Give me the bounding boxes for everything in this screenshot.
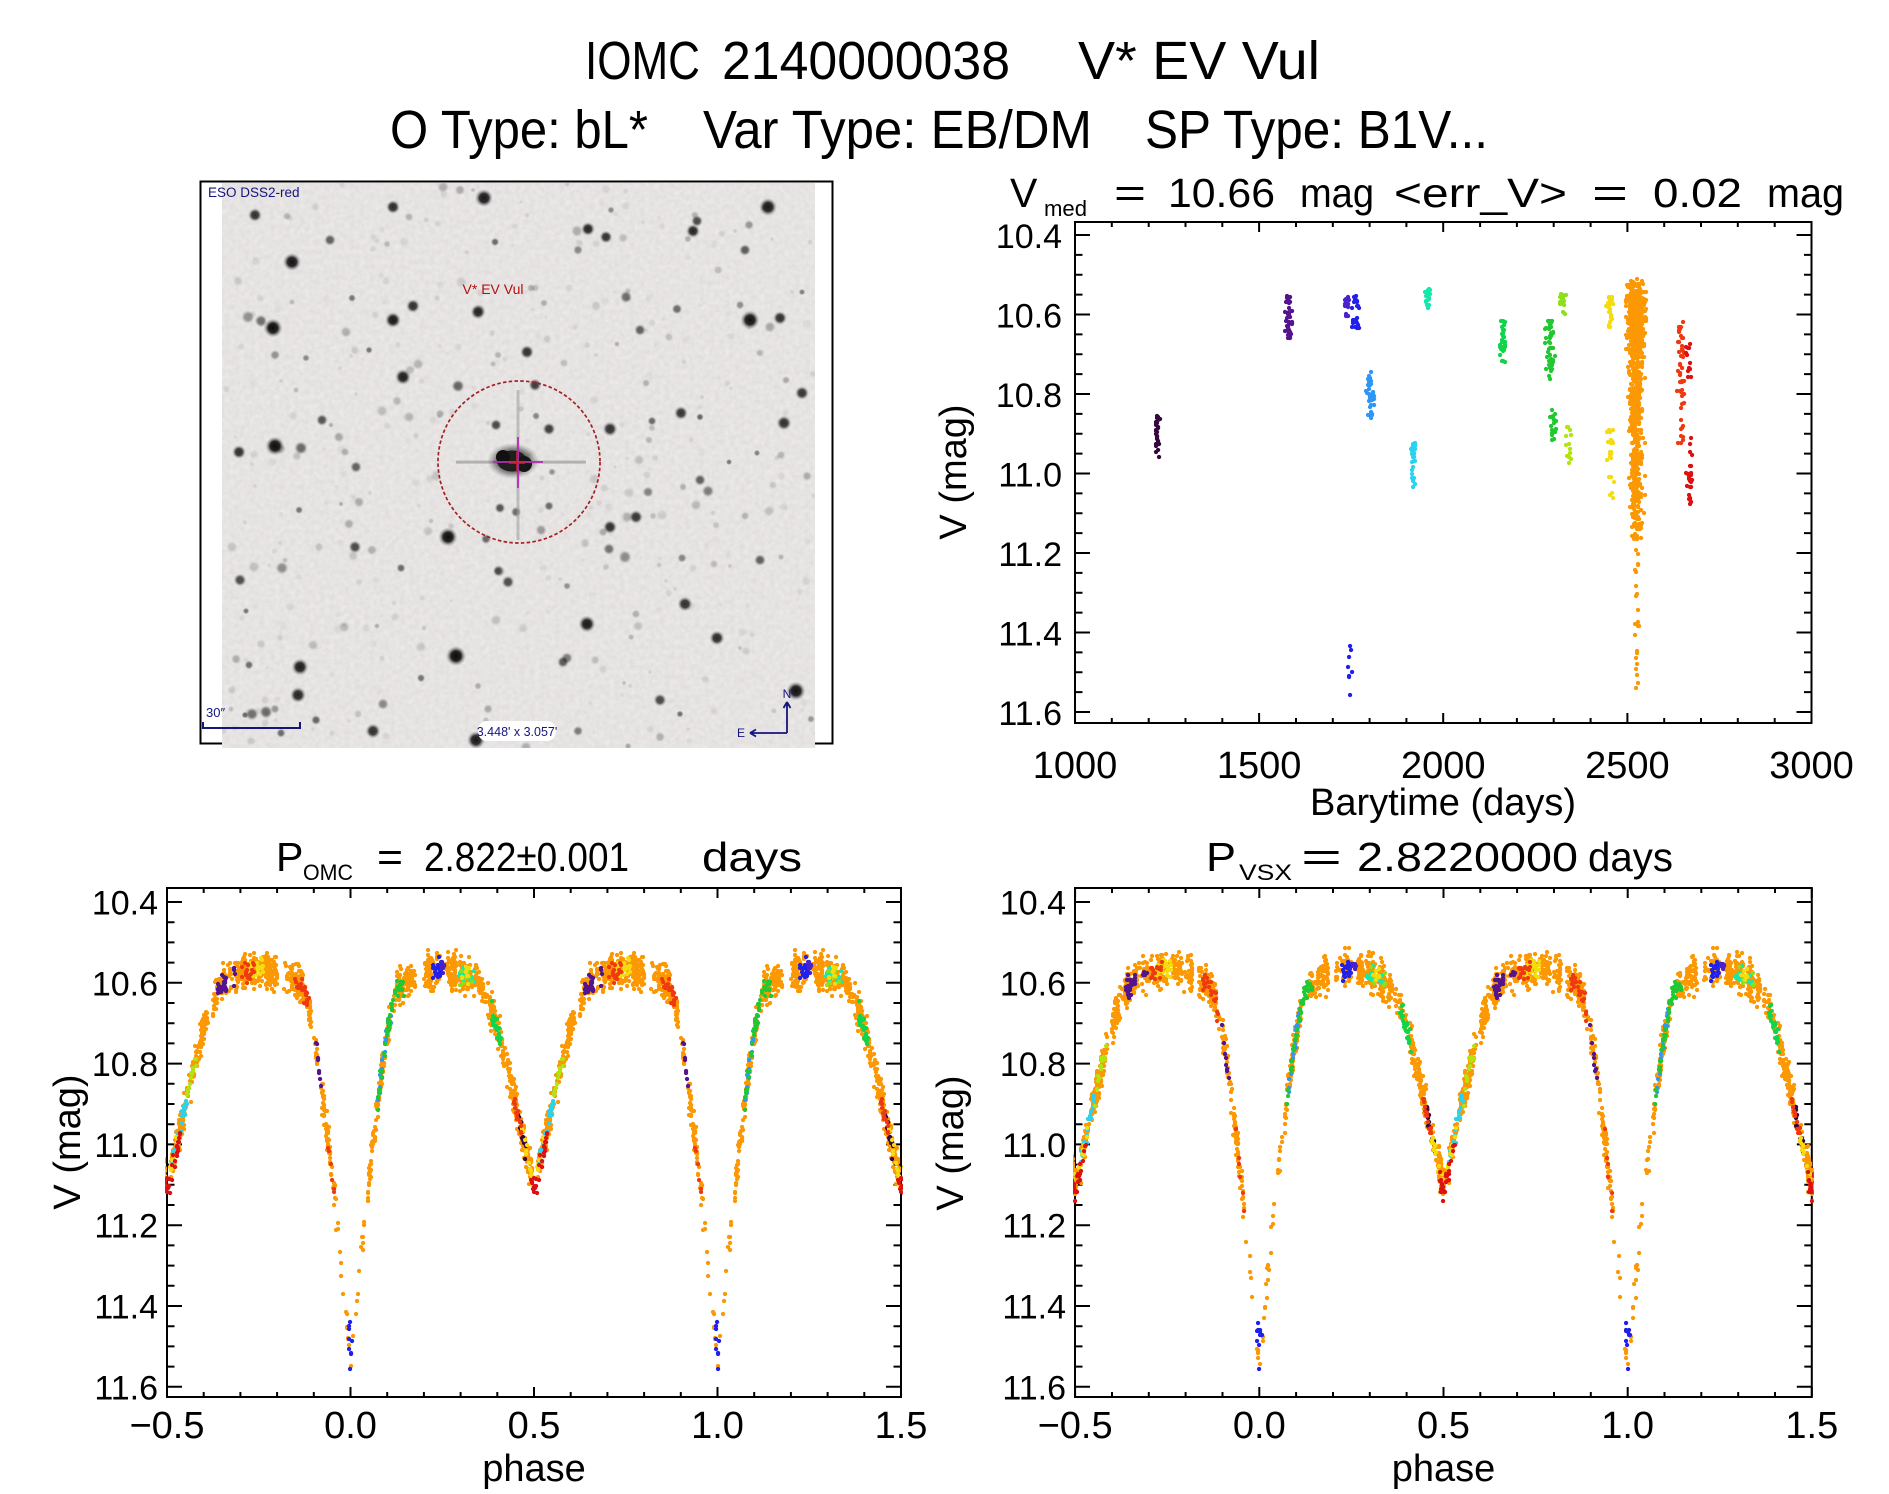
svg-text:V* EV Vul: V* EV Vul — [1078, 31, 1320, 91]
svg-text:2140000038: 2140000038 — [722, 31, 1010, 91]
svg-text:Var Type: EB/DM: Var Type: EB/DM — [703, 100, 1092, 160]
svg-text:10.8: 10.8 — [996, 377, 1062, 415]
svg-text:−0.5: −0.5 — [129, 1405, 204, 1447]
svg-text:V* EV Vul: V* EV Vul — [463, 281, 524, 297]
svg-text:=: = — [377, 834, 403, 880]
svg-text:V (mag): V (mag) — [47, 1074, 89, 1209]
svg-text:ESO DSS2-red: ESO DSS2-red — [208, 185, 300, 200]
svg-text:=: = — [1301, 834, 1342, 880]
svg-text:10.6: 10.6 — [1000, 965, 1066, 1003]
svg-text:P: P — [276, 834, 303, 880]
svg-text:2000: 2000 — [1401, 745, 1486, 787]
svg-text:3000: 3000 — [1769, 745, 1854, 787]
svg-text:10.4: 10.4 — [1000, 885, 1066, 923]
svg-text:2500: 2500 — [1585, 745, 1670, 787]
svg-text:Barytime (days): Barytime (days) — [1310, 782, 1576, 824]
svg-text:IOMC: IOMC — [585, 31, 700, 91]
svg-text:days: days — [702, 834, 802, 880]
svg-text:11.6: 11.6 — [94, 1369, 158, 1407]
svg-text:1.0: 1.0 — [1601, 1405, 1654, 1447]
svg-text:0.0: 0.0 — [324, 1405, 377, 1447]
svg-text:11.2: 11.2 — [1002, 1208, 1066, 1246]
svg-text:N: N — [783, 687, 792, 701]
svg-text:V: V — [1010, 170, 1038, 216]
svg-text:1.5: 1.5 — [1785, 1405, 1838, 1447]
svg-text:phase: phase — [482, 1448, 586, 1490]
svg-text:0.02: 0.02 — [1653, 170, 1742, 216]
svg-text:mag: mag — [1300, 170, 1374, 216]
svg-text:mag: mag — [1767, 170, 1844, 216]
svg-text:11.6: 11.6 — [998, 695, 1062, 733]
svg-text:O Type: bL*: O Type: bL* — [390, 100, 648, 160]
svg-text:SP Type: B1V...: SP Type: B1V... — [1145, 100, 1488, 160]
svg-text:med: med — [1044, 196, 1087, 221]
svg-text:11.0: 11.0 — [94, 1127, 158, 1165]
svg-text:10.4: 10.4 — [996, 218, 1062, 256]
svg-text:11.0: 11.0 — [998, 457, 1062, 495]
svg-text:OMC: OMC — [303, 860, 353, 885]
svg-text:1.5: 1.5 — [875, 1405, 928, 1447]
svg-text:3.448' x 3.057': 3.448' x 3.057' — [477, 725, 558, 739]
svg-text:V (mag): V (mag) — [930, 1075, 972, 1210]
svg-text:11.6: 11.6 — [1002, 1369, 1066, 1407]
svg-text:<err_V>: <err_V> — [1394, 170, 1567, 216]
svg-text:11.2: 11.2 — [94, 1208, 158, 1246]
svg-text:11.0: 11.0 — [1002, 1127, 1066, 1165]
svg-text:1.0: 1.0 — [691, 1405, 744, 1447]
svg-text:VSX: VSX — [1239, 860, 1292, 885]
svg-text:−0.5: −0.5 — [1038, 1405, 1113, 1447]
svg-text:0.5: 0.5 — [508, 1405, 561, 1447]
svg-text:phase: phase — [1392, 1448, 1496, 1490]
svg-text:11.4: 11.4 — [1002, 1289, 1066, 1327]
svg-text:P: P — [1206, 834, 1236, 880]
svg-text:days: days — [1588, 834, 1673, 880]
svg-text:2.822±0.001: 2.822±0.001 — [424, 834, 629, 880]
svg-text:10.8: 10.8 — [92, 1046, 158, 1084]
svg-text:10.66: 10.66 — [1168, 170, 1275, 216]
svg-text:11.4: 11.4 — [998, 616, 1062, 654]
svg-text:2.8220000: 2.8220000 — [1357, 834, 1578, 880]
svg-text:=: = — [1114, 170, 1146, 216]
svg-text:10.6: 10.6 — [996, 298, 1062, 336]
svg-text:10.6: 10.6 — [92, 965, 158, 1003]
svg-text:30″: 30″ — [206, 705, 225, 720]
svg-text:V (mag): V (mag) — [933, 404, 975, 539]
svg-text:11.4: 11.4 — [94, 1289, 158, 1327]
svg-text:0.0: 0.0 — [1233, 1405, 1286, 1447]
svg-text:=: = — [1592, 170, 1628, 216]
svg-text:E: E — [737, 726, 745, 740]
svg-text:10.8: 10.8 — [1000, 1046, 1066, 1084]
svg-text:0.5: 0.5 — [1417, 1405, 1470, 1447]
svg-text:10.4: 10.4 — [92, 885, 158, 923]
svg-text:1500: 1500 — [1217, 745, 1302, 787]
svg-text:1000: 1000 — [1033, 745, 1118, 787]
svg-text:11.2: 11.2 — [998, 536, 1062, 574]
